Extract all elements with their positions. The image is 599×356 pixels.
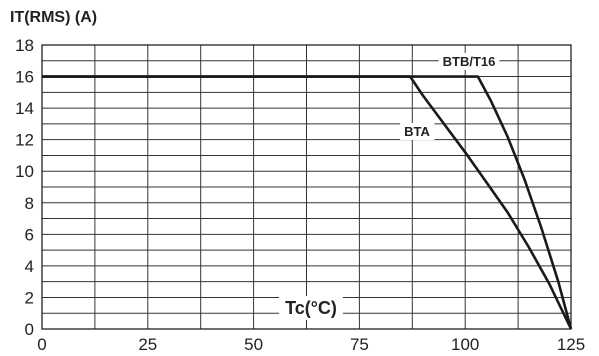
y-tick-label: 2 [25,288,34,307]
plot-frame [41,44,572,330]
series-label-background [400,123,435,140]
y-tick-label: 4 [25,257,34,276]
y-tick-label: 0 [25,320,34,339]
y-axis-title: IT(RMS) (A) [10,9,97,26]
x-axis-title: Tc(°C) [285,298,337,318]
y-tick-label: 16 [15,68,34,87]
x-axis-title-background [279,296,343,320]
series-layer [42,75,573,330]
y-tick-label: 18 [15,36,34,55]
x-tick-label: 75 [350,335,369,354]
series-line-bta [42,75,573,330]
series-label-background [438,53,500,70]
series-labels: BTA BTB/T16 [400,53,500,140]
x-tick-label: 100 [451,335,479,354]
x-tick-label: 125 [557,335,585,354]
x-tick-label: 0 [37,335,46,354]
y-tick-label: 6 [25,225,34,244]
series-label-btb-t16: BTB/T16 [443,54,496,69]
y-tick-label: 14 [15,99,34,118]
y-tick-label: 8 [25,194,34,213]
series-line-btb-t16 [42,75,573,330]
series-label-bta: BTA [404,124,430,139]
x-tick-label: 25 [138,335,157,354]
y-tick-label: 12 [15,131,34,150]
y-tick-label: 10 [15,162,34,181]
tick-labels: 0 25 50 75 100 125 0 2 4 6 8 10 12 14 16 18 [15,36,585,354]
x-tick-label: 50 [244,335,263,354]
